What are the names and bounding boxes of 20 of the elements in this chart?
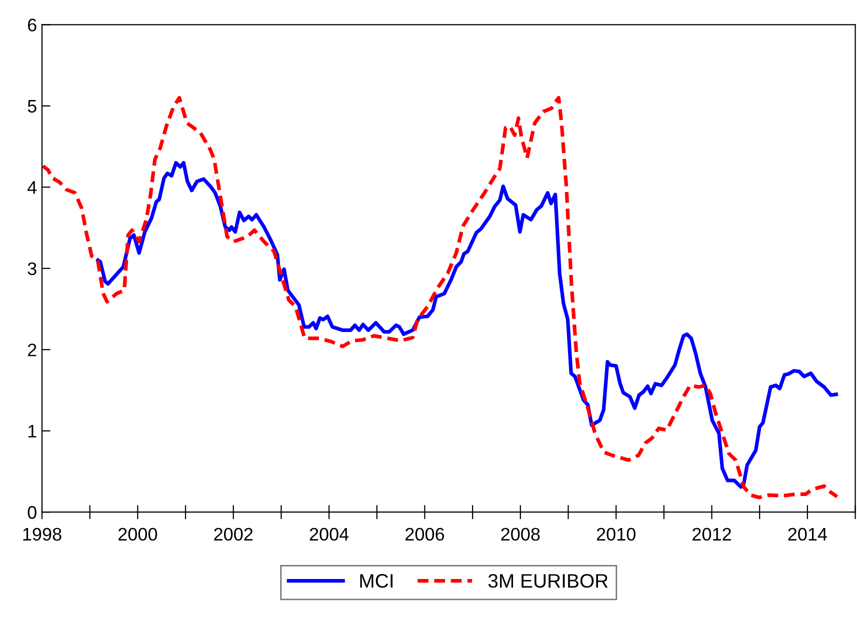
x-tick-label: 2010 (596, 528, 636, 541)
x-tick-label: 2004 (310, 528, 349, 541)
x-tick-label: 2006 (406, 528, 444, 541)
x-tick-label: 2008 (501, 528, 540, 541)
y-tick-label: 6 (28, 18, 36, 32)
y-tick-label: 1 (28, 424, 36, 438)
line-series (96, 160, 838, 489)
y-tick-label: 2 (28, 344, 36, 356)
legend-label: MCI (360, 574, 392, 588)
y-tick-label: 0 (28, 506, 36, 519)
x-tick-label: 2014 (788, 528, 827, 541)
line-series (42, 96, 839, 500)
x-tick-label: 2000 (118, 528, 158, 541)
y-tick-label: 3 (28, 262, 36, 276)
x-tick-label: 2012 (692, 528, 731, 541)
y-tick-label: 5 (28, 100, 36, 113)
x-tick-label: 2002 (214, 528, 253, 541)
x-tick-label: 1998 (23, 528, 62, 541)
y-tick-label: 4 (28, 181, 37, 194)
legend-label: 3M EURIBOR (488, 574, 608, 588)
